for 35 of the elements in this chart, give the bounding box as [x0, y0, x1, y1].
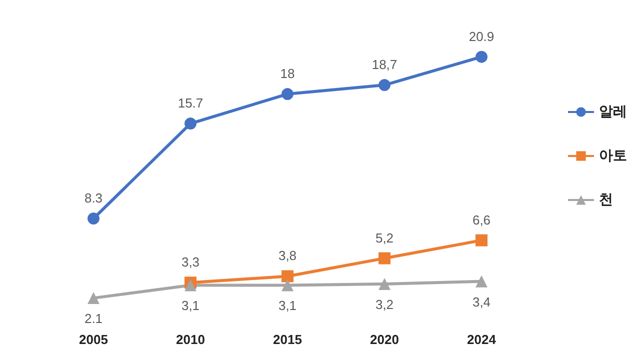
data-label: 2.1: [84, 311, 103, 326]
point: [282, 270, 294, 282]
point: [476, 50, 488, 63]
x-tick-label: 2010: [176, 332, 205, 347]
data-label: 3,2: [375, 296, 394, 312]
data-label: 6,6: [472, 212, 491, 228]
x-tick-label: 2024: [467, 332, 497, 347]
point: [476, 234, 488, 246]
data-label: 18: [280, 66, 295, 82]
data-label: 20.9: [468, 28, 494, 44]
data-label: 8.3: [84, 190, 103, 206]
point: [282, 88, 294, 100]
data-label: 3,3: [181, 254, 200, 270]
x-tick-label: 2015: [273, 332, 302, 347]
point: [282, 279, 294, 292]
data-label: 5,2: [375, 230, 394, 246]
point: [184, 118, 196, 130]
point: [184, 279, 196, 292]
data-label: 3,8: [278, 248, 297, 264]
data-label: 3,1: [181, 298, 200, 314]
point: [88, 292, 100, 304]
point: [378, 278, 390, 290]
point: [88, 212, 100, 224]
legend-label: 알레: [599, 104, 627, 120]
point: [378, 79, 390, 92]
point: [476, 275, 488, 288]
data-label: 18,7: [372, 57, 398, 72]
legend-label: 아토: [599, 148, 627, 164]
x-tick-label: 2005: [79, 332, 108, 347]
x-tick-label: 2020: [370, 332, 399, 347]
data-label: 3,1: [278, 298, 297, 314]
data-label: 3,4: [472, 294, 491, 310]
point: [378, 252, 390, 264]
legend-label: 천: [599, 192, 613, 208]
data-label: 15.7: [178, 96, 204, 111]
